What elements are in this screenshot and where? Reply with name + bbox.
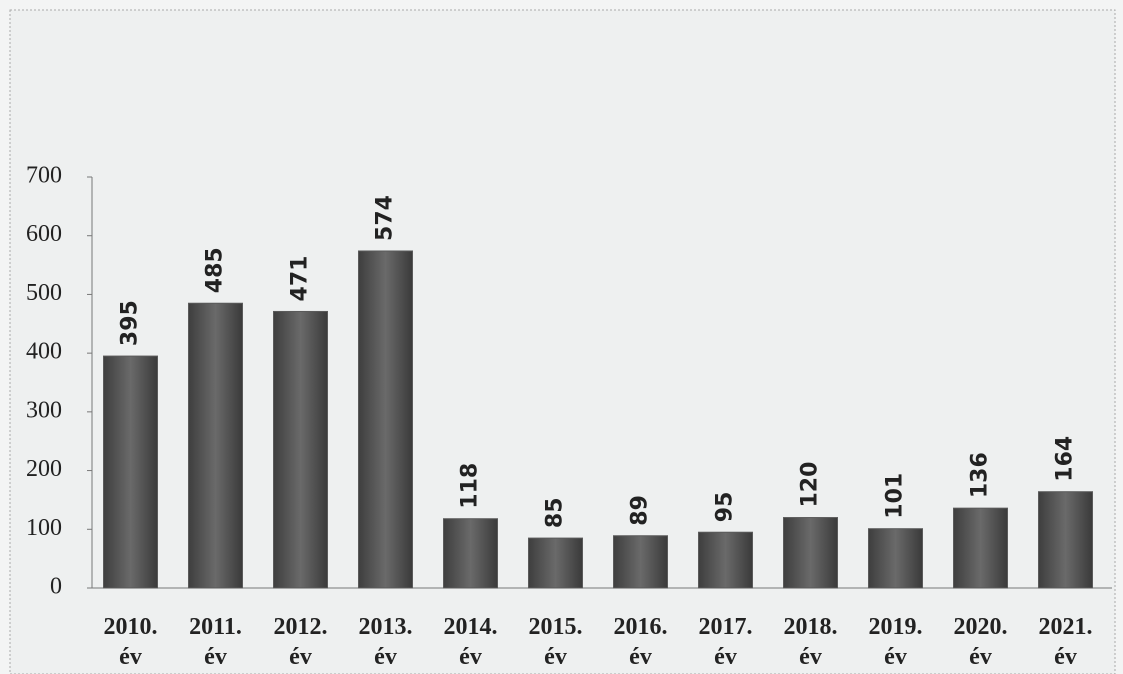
- x-tick-label: 2012. év: [273, 614, 328, 670]
- bar: [188, 302, 243, 589]
- bar: [528, 537, 583, 589]
- bar: [443, 518, 498, 589]
- value-label: 395: [118, 300, 143, 346]
- x-tick-label: 2020. év: [953, 614, 1008, 670]
- y-tick-label: 100: [26, 515, 62, 541]
- value-label: 85: [543, 497, 568, 528]
- bar: [358, 250, 413, 589]
- value-label: 485: [203, 247, 228, 293]
- x-tick-label: 2017. év: [698, 614, 753, 670]
- bar: [783, 517, 838, 589]
- bar: [953, 507, 1008, 589]
- x-tick-label: 2013. év: [358, 614, 413, 670]
- x-tick-label: 2016. év: [613, 614, 668, 670]
- y-tick-label: 600: [26, 221, 62, 247]
- x-tick-label: 2014. év: [443, 614, 498, 670]
- y-tick-label: 200: [26, 456, 62, 482]
- value-label: 101: [883, 473, 908, 519]
- value-label: 471: [288, 256, 313, 302]
- bar: [613, 535, 668, 589]
- value-label: 89: [628, 495, 653, 526]
- value-label: 118: [458, 463, 483, 509]
- bar: [698, 531, 753, 589]
- value-label: 120: [798, 462, 823, 508]
- y-tick-label: 400: [26, 339, 62, 365]
- value-label: 95: [713, 492, 738, 523]
- value-label: 574: [373, 195, 398, 241]
- x-tick-label: 2018. év: [783, 614, 838, 670]
- x-tick-label: 2011. év: [189, 614, 242, 670]
- y-tick-label: 500: [26, 280, 62, 306]
- x-tick-label: 2010. év: [103, 614, 158, 670]
- bar: [868, 528, 923, 589]
- bar: [273, 310, 328, 589]
- y-tick-label: 300: [26, 397, 62, 423]
- y-tick-label: 0: [50, 574, 62, 600]
- bar: [1038, 491, 1093, 589]
- value-label: 164: [1053, 436, 1078, 482]
- bar: [103, 355, 158, 589]
- value-label: 136: [968, 452, 993, 498]
- x-tick-label: 2021. év: [1038, 614, 1093, 670]
- y-tick-label: 700: [26, 163, 62, 189]
- x-tick-label: 2019. év: [868, 614, 923, 670]
- x-tick-label: 2015. év: [528, 614, 583, 670]
